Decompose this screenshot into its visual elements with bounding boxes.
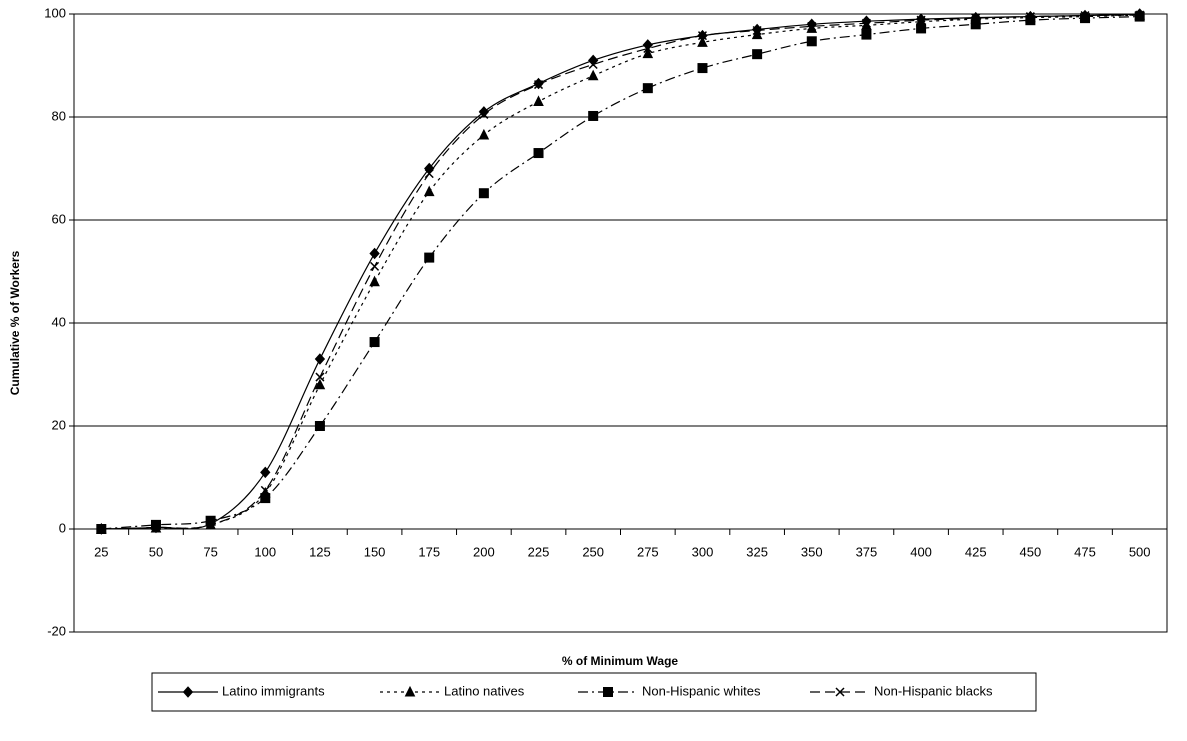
marker (478, 188, 489, 199)
y-tick-label: 100 (44, 5, 66, 20)
marker (697, 63, 708, 74)
x-tick-label: 25 (94, 544, 108, 559)
x-tick-label: 375 (856, 544, 878, 559)
legend-marker (404, 685, 416, 697)
marker (260, 466, 271, 479)
legend-label: Latino natives (444, 683, 525, 698)
series-line (101, 14, 1140, 530)
marker (424, 252, 435, 263)
marker (751, 28, 763, 40)
marker (1134, 11, 1145, 22)
x-tick-label: 175 (418, 544, 440, 559)
x-tick-label: 475 (1074, 544, 1096, 559)
marker (479, 109, 489, 119)
marker (588, 59, 598, 70)
x-tick-label: 425 (965, 544, 987, 559)
marker (861, 18, 871, 28)
x-tick-label: 225 (528, 544, 550, 559)
marker (314, 353, 326, 365)
legend-marker (182, 686, 194, 698)
marker (369, 275, 380, 287)
x-tick-label: 200 (473, 544, 495, 559)
x-tick-label: 100 (254, 544, 276, 559)
y-tick-label: 40 (52, 314, 66, 329)
marker (424, 169, 434, 179)
marker (150, 519, 161, 530)
marker (533, 148, 544, 159)
marker (369, 337, 380, 348)
marker (151, 522, 161, 532)
marker (587, 69, 599, 81)
marker (588, 110, 599, 121)
marker (96, 524, 106, 534)
y-tick-label: -20 (47, 623, 66, 638)
marker (315, 372, 325, 382)
x-axis-label: % of Minimum Wage (562, 654, 679, 668)
marker (642, 83, 653, 94)
series-line (101, 14, 1140, 530)
legend-label: Non-Hispanic whites (642, 683, 761, 698)
marker (533, 95, 544, 107)
x-tick-label: 300 (692, 544, 714, 559)
y-tick-label: 0 (59, 520, 66, 535)
x-tick-label: 350 (801, 544, 823, 559)
marker (533, 80, 544, 90)
marker (1025, 12, 1035, 22)
legend-label: Non-Hispanic blacks (874, 683, 993, 698)
marker (423, 185, 435, 197)
y-tick-label: 80 (52, 108, 66, 123)
x-tick-label: 250 (582, 544, 604, 559)
legend-marker (603, 687, 613, 697)
marker (971, 13, 981, 23)
legend-label: Latino immigrants (222, 683, 325, 698)
marker (1080, 11, 1090, 21)
marker (806, 36, 817, 47)
marker (314, 378, 326, 390)
x-tick-label: 400 (910, 544, 932, 559)
x-tick-label: 125 (309, 544, 331, 559)
marker (697, 31, 708, 41)
marker (260, 493, 271, 504)
marker (206, 520, 216, 530)
marker (1135, 10, 1145, 20)
marker (752, 25, 762, 36)
x-tick-label: 150 (364, 544, 386, 559)
marker (478, 128, 490, 140)
marker (916, 23, 927, 34)
x-tick-label: 450 (1020, 544, 1042, 559)
legend (151, 672, 1037, 712)
marker (370, 261, 380, 271)
x-tick-label: 50 (149, 544, 163, 559)
marker (752, 49, 763, 60)
marker (861, 29, 872, 40)
x-tick-label: 325 (746, 544, 768, 559)
marker (916, 15, 926, 25)
y-axis-label: Cumulative % of Workers (8, 250, 22, 395)
series-line (101, 13, 1140, 530)
legend-marker (835, 687, 845, 697)
marker (697, 36, 708, 47)
series-line (101, 15, 1140, 530)
marker (1080, 13, 1091, 24)
marker (642, 47, 654, 59)
x-tick-label: 275 (637, 544, 659, 559)
marker (369, 247, 380, 260)
marker (314, 421, 325, 431)
marker (478, 106, 490, 118)
marker (643, 43, 653, 54)
y-tick-label: 60 (52, 211, 66, 226)
marker (807, 21, 817, 31)
x-tick-label: 75 (203, 544, 217, 559)
marker (260, 485, 270, 495)
marker (970, 19, 981, 30)
y-tick-label: 20 (52, 417, 66, 432)
x-tick-label: 500 (1129, 544, 1151, 559)
